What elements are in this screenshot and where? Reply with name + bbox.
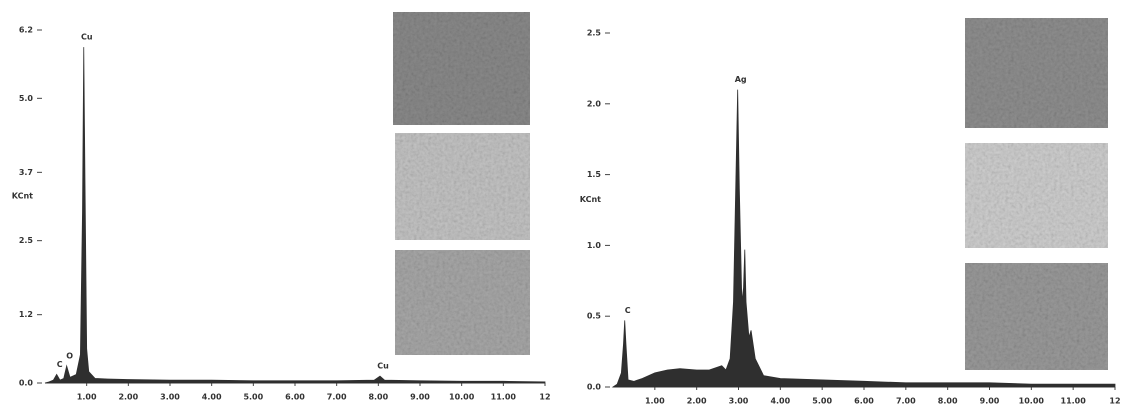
micrograph	[965, 143, 1108, 248]
y-tick-label: 0.0	[19, 379, 34, 388]
x-tick-label: 9.00	[980, 397, 1000, 406]
peak-label: O	[66, 351, 73, 360]
x-tick-label: 3.00	[729, 397, 749, 406]
y-tick-label: 6.2	[19, 26, 33, 35]
peak-label: Ag	[735, 75, 747, 84]
micrograph	[965, 263, 1108, 370]
y-axis-label: KCnt	[12, 191, 33, 200]
y-tick-label: 0.0	[587, 383, 602, 392]
x-tick-label: 11.00	[1061, 397, 1087, 406]
x-tick-label: 6.00	[285, 393, 305, 402]
micrographs-left	[393, 12, 530, 355]
y-tick-label: 3.7	[19, 168, 33, 177]
x-tick-label: 4.00	[770, 397, 790, 406]
y-tick-label: 2.0	[587, 99, 602, 108]
spectrum-chart: 0.0 0.5 1.0 1.5 2.0 2.5 KCnt 1.00 2.00 3.00 4.00 5.…	[580, 29, 1121, 406]
x-tick-label: 1.00	[77, 393, 97, 402]
micrograph	[395, 133, 530, 240]
x-tick-label: 3.00	[160, 393, 180, 402]
x-tick-label: 5.00	[243, 393, 263, 402]
y-tick-label: 0.5	[587, 312, 602, 321]
peak-label: C	[57, 360, 63, 369]
peak-label: C	[625, 306, 631, 315]
x-tick-label: 6.00	[854, 397, 874, 406]
spectrum-area	[44, 47, 546, 384]
x-tick-label: 12	[539, 393, 550, 402]
spectrum-chart: 0.0 1.2 2.5 3.7 5.0 6.2 KCnt 1.00 2.00 3.00 4.00 5.…	[12, 26, 551, 402]
y-tick-label: 1.0	[587, 241, 602, 250]
peak-label: Cu	[81, 33, 93, 42]
x-tick-label: 4.00	[202, 393, 222, 402]
x-tick-label: 7.00	[896, 397, 916, 406]
x-tick-label: 9.00	[410, 393, 430, 402]
y-tick-label: 2.5	[19, 236, 34, 245]
y-tick-label: 5.0	[19, 94, 34, 103]
micrograph	[965, 18, 1108, 128]
x-tick-label: 8.00	[938, 397, 958, 406]
micrograph	[393, 12, 530, 125]
x-tick-label: 2.00	[118, 393, 138, 402]
y-tick-label: 2.5	[587, 29, 602, 38]
x-tick-label: 7.00	[327, 393, 347, 402]
y-axis-label: KCnt	[580, 195, 601, 204]
micrograph	[395, 250, 530, 355]
peak-label: Cu	[377, 362, 389, 371]
y-tick-label: 1.5	[587, 170, 602, 179]
x-tick-label: 1.00	[645, 397, 665, 406]
x-tick-label: 12	[1109, 397, 1120, 406]
spectrum-area	[611, 89, 1116, 388]
x-tick-label: 2.00	[687, 397, 707, 406]
y-tick-label: 1.2	[19, 310, 33, 319]
x-tick-label: 8.00	[368, 393, 388, 402]
x-tick-label: 10.00	[1019, 397, 1045, 406]
micrographs-right	[965, 18, 1108, 370]
x-tick-label: 5.00	[812, 397, 832, 406]
x-tick-label: 11.00	[491, 393, 517, 402]
x-tick-label: 10.00	[449, 393, 475, 402]
